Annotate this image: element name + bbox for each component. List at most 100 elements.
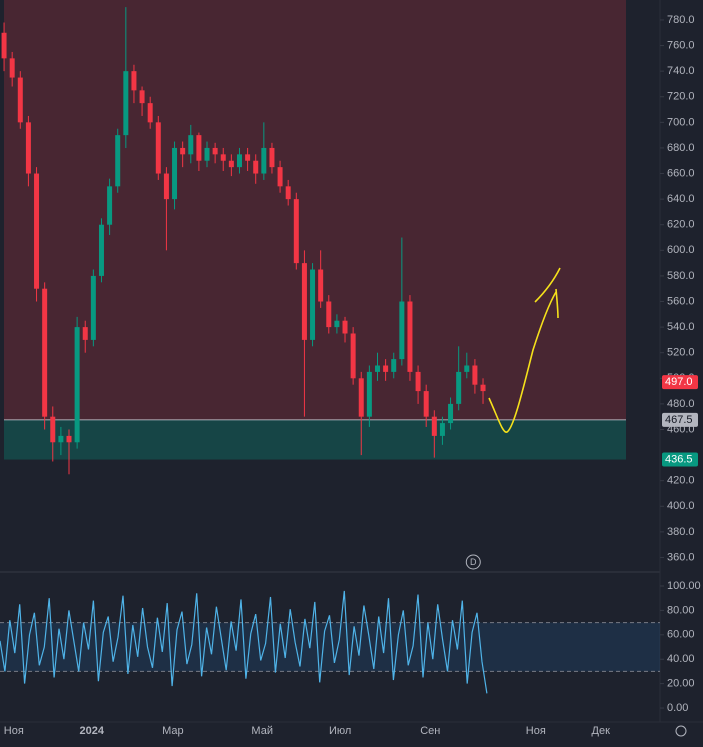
y-tick-label: 540.0 xyxy=(667,321,695,333)
x-tick-label: 2024 xyxy=(79,725,104,737)
candle-body xyxy=(196,135,202,161)
candle-body xyxy=(374,365,380,372)
candle-body xyxy=(391,359,397,372)
x-tick-label: Июл xyxy=(329,725,351,737)
candle-body xyxy=(245,154,251,161)
price-tag-label: 497.0 xyxy=(665,376,693,388)
candle-body xyxy=(25,122,31,174)
candle-body xyxy=(407,301,413,372)
candle-body xyxy=(66,435,72,443)
candle-body xyxy=(415,371,421,392)
candle-body xyxy=(180,147,186,155)
candle-body xyxy=(236,154,242,168)
plot xyxy=(1,7,486,475)
y-tick-label: 520.0 xyxy=(667,347,695,359)
candle-body xyxy=(480,384,486,392)
x-tick-label: Мар xyxy=(162,725,184,737)
candle-body xyxy=(58,435,64,443)
candle-body xyxy=(277,167,283,187)
candle-body xyxy=(228,160,234,168)
y-tick-label: 100.00 xyxy=(667,580,701,592)
candle-body xyxy=(74,327,80,443)
candle-body xyxy=(204,147,210,161)
price-tag xyxy=(662,375,698,390)
y-tick-label: 760.0 xyxy=(667,39,695,51)
oscillator-line xyxy=(0,590,488,694)
candle-body xyxy=(310,269,316,340)
candle-body xyxy=(439,423,445,436)
candle-body xyxy=(431,416,437,436)
x-tick-label: Сен xyxy=(420,725,440,737)
candle-body xyxy=(269,147,275,168)
candle-body xyxy=(456,371,462,404)
candle-body xyxy=(50,416,56,443)
candle-body xyxy=(285,186,291,200)
drawn-arrow xyxy=(488,291,557,433)
candle-body xyxy=(188,135,194,155)
y-tick-label: 60.00 xyxy=(667,629,695,641)
candle-body xyxy=(334,320,340,328)
candle-body xyxy=(472,365,478,385)
candle-body xyxy=(123,71,129,136)
candle-body xyxy=(131,71,137,91)
candle-body xyxy=(98,224,104,276)
y-tick-label: 400.0 xyxy=(667,500,695,512)
candle-body xyxy=(220,154,226,161)
candle-body xyxy=(253,160,259,174)
candle-body xyxy=(301,263,307,340)
price-tag xyxy=(662,412,698,427)
y-tick-label: 780.0 xyxy=(667,14,695,26)
y-tick-label: 580.0 xyxy=(667,270,695,282)
candle-body xyxy=(383,365,389,372)
candle-body xyxy=(212,147,218,155)
y-tick-label: 380.0 xyxy=(667,526,695,538)
y-tick-label: 480.0 xyxy=(667,398,695,410)
candle-body xyxy=(155,122,161,174)
candle-body xyxy=(261,147,267,174)
y-tick-label: 80.00 xyxy=(667,604,695,616)
candle-body xyxy=(448,403,454,424)
y-tick-label: 640.0 xyxy=(667,193,695,205)
candle-body xyxy=(399,301,405,360)
settings-icon[interactable] xyxy=(675,725,687,737)
resistance-zone xyxy=(4,0,626,420)
candle-body xyxy=(42,288,48,417)
x-tick-label: Ноя xyxy=(4,725,24,737)
y-tick-label: 680.0 xyxy=(667,142,695,154)
candle-body xyxy=(139,90,145,104)
event-marker xyxy=(465,554,481,570)
y-tick-label: 20.00 xyxy=(667,678,695,690)
x-tick-label: Дек xyxy=(592,725,611,737)
y-tick-label: 560.0 xyxy=(667,295,695,307)
candle-body xyxy=(115,135,121,187)
y-tick-label: 600.0 xyxy=(667,244,695,256)
price-tag-label: 436.5 xyxy=(665,453,693,465)
candle-body xyxy=(90,275,96,340)
y-tick-label: 740.0 xyxy=(667,65,695,77)
y-tick-label: 360.0 xyxy=(667,551,695,563)
y-tick-label: 620.0 xyxy=(667,219,695,231)
zones xyxy=(4,0,626,460)
band-fill xyxy=(0,622,660,672)
candle-body xyxy=(1,32,7,59)
candle-body xyxy=(293,199,299,264)
candle-body xyxy=(366,371,372,417)
candle-body xyxy=(350,333,356,379)
candle-body xyxy=(107,186,113,225)
candle-body xyxy=(82,327,88,340)
x-tick-label: Ноя xyxy=(526,725,546,737)
candle-body xyxy=(326,301,332,328)
y-tick-label: 40.00 xyxy=(667,653,695,665)
x-tick-label: Май xyxy=(251,725,273,737)
price-tag-label: 467.5 xyxy=(665,414,693,426)
candle-body xyxy=(17,77,23,123)
candle-body xyxy=(147,103,153,123)
candle-body xyxy=(318,269,324,302)
y-tick-label: 420.0 xyxy=(667,475,695,487)
candle-body xyxy=(342,320,348,334)
price-tag xyxy=(662,452,698,467)
candle-body xyxy=(464,365,470,372)
y-tick-label: 720.0 xyxy=(667,91,695,103)
y-tick-label: 660.0 xyxy=(667,167,695,179)
